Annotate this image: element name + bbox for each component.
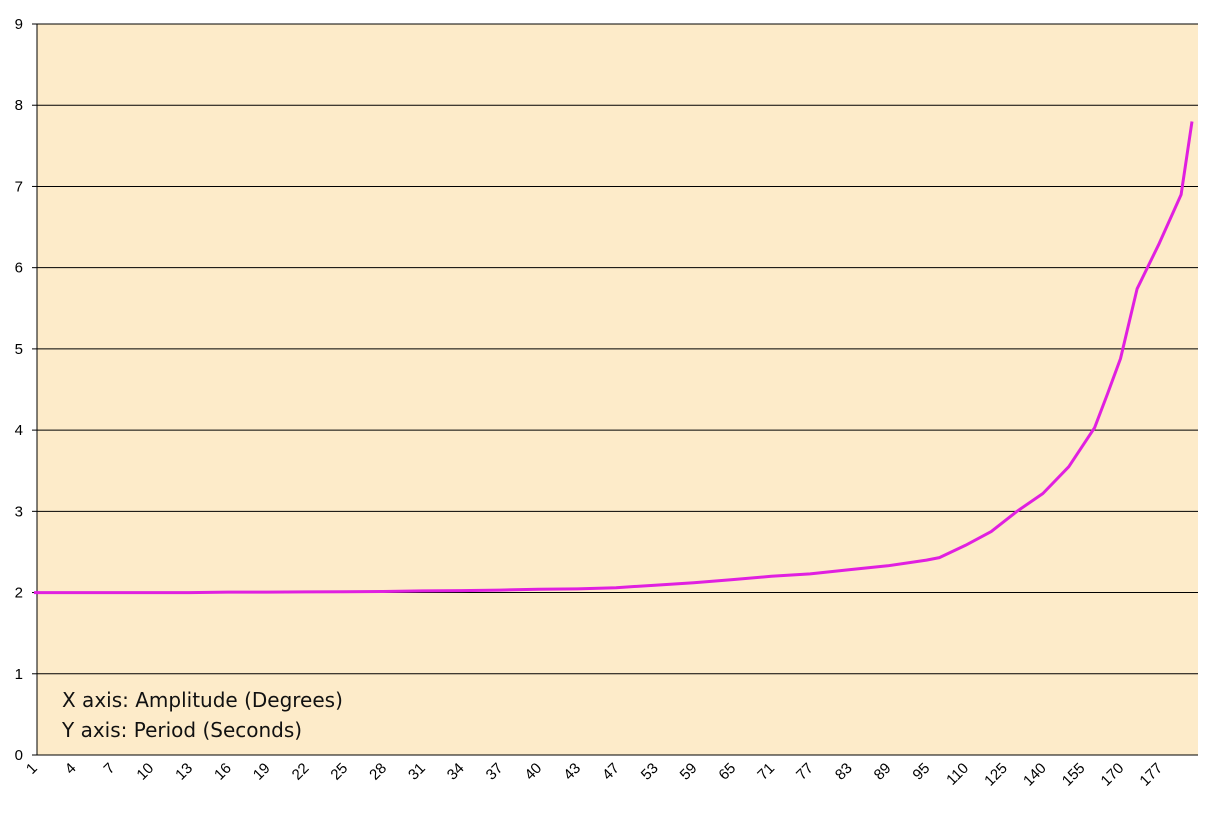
x-tick-label: 4 xyxy=(62,760,80,778)
y-tick-label: 1 xyxy=(15,666,23,683)
x-tick-label: 10 xyxy=(133,760,157,784)
y-tick-label: 9 xyxy=(15,16,23,33)
x-tick-label: 34 xyxy=(444,760,468,784)
y-tick-label: 5 xyxy=(15,341,23,358)
x-axis-annotation: X axis: Amplitude (Degrees) xyxy=(62,688,343,712)
y-tick-label: 0 xyxy=(15,747,23,764)
gridlines xyxy=(32,23,1198,756)
y-tick-label: 8 xyxy=(15,97,23,114)
x-tick-label: 19 xyxy=(250,760,274,784)
y-tick-labels: 0 1 2 3 4 5 6 7 8 9 xyxy=(15,16,23,764)
x-tick-label: 177 xyxy=(1136,760,1166,790)
x-tick-label: 16 xyxy=(211,760,235,784)
x-tick-label: 25 xyxy=(327,760,351,784)
x-tick-label: 22 xyxy=(289,760,313,784)
y-tick-label: 4 xyxy=(15,422,23,439)
x-tick-label: 65 xyxy=(715,760,739,784)
x-tick-label: 140 xyxy=(1020,760,1050,790)
x-tick-label: 59 xyxy=(677,760,701,784)
x-tick-label: 170 xyxy=(1098,760,1128,790)
plot-area xyxy=(37,24,1198,755)
y-tick-label: 2 xyxy=(15,585,23,602)
x-tick-label: 77 xyxy=(793,760,817,784)
x-tick-label: 110 xyxy=(943,760,972,789)
x-tick-label: 40 xyxy=(521,760,545,784)
x-tick-label: 71 xyxy=(754,760,778,784)
series xyxy=(34,121,1194,595)
x-tick-label: 83 xyxy=(832,760,856,784)
x-tick-label: 37 xyxy=(483,760,507,784)
x-tick-label: 28 xyxy=(366,760,390,784)
x-tick-label: 31 xyxy=(405,760,429,784)
y-tick-label: 7 xyxy=(15,178,23,195)
x-tick-label: 125 xyxy=(981,760,1011,790)
y-axis-annotation: Y axis: Period (Seconds) xyxy=(62,718,303,742)
axes xyxy=(36,24,1198,756)
y-tick-label: 6 xyxy=(15,260,23,277)
x-tick-label: 53 xyxy=(638,760,662,784)
x-tick-label: 155 xyxy=(1059,760,1089,790)
y-tick-label: 3 xyxy=(15,503,23,520)
x-tick-label: 47 xyxy=(599,760,623,784)
x-tick-label: 1 xyxy=(23,760,41,778)
x-tick-label: 43 xyxy=(560,760,584,784)
x-tick-label: 13 xyxy=(172,760,196,784)
x-tick-label: 7 xyxy=(101,760,119,778)
x-tick-label: 95 xyxy=(909,760,933,784)
series-line xyxy=(34,121,1194,595)
x-tick-labels: 1 4 7 10 13 16 19 22 25 28 31 34 37 40 43 47 53 59 65 71 77 8… xyxy=(23,760,1166,790)
x-tick-label: 89 xyxy=(871,760,895,784)
